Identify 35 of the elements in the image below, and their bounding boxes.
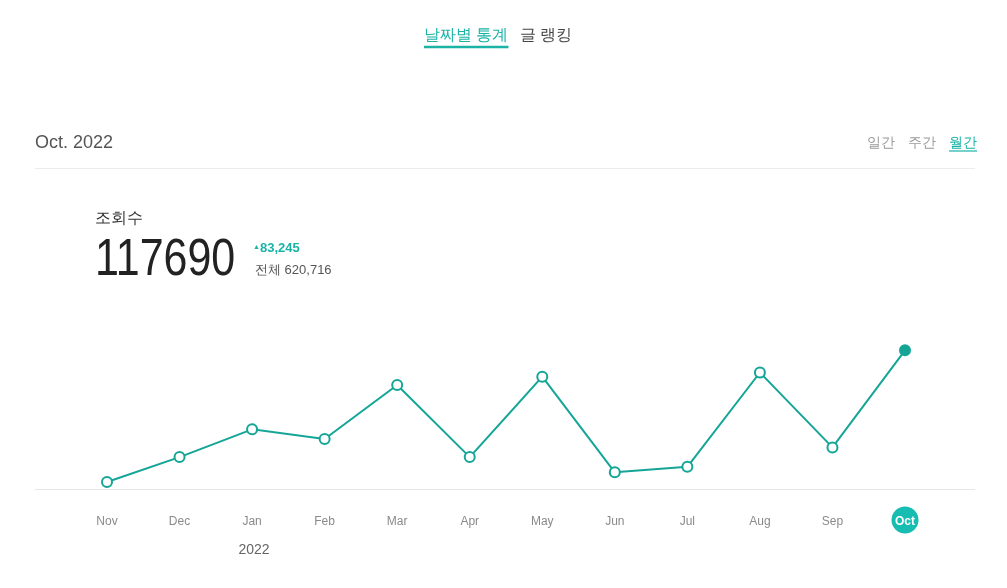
x-tick-label: May (530, 513, 554, 528)
point (753, 366, 766, 379)
point (318, 433, 331, 446)
point (101, 476, 113, 489)
point (391, 378, 404, 391)
x-tick-label: Jul (679, 513, 696, 528)
text: 날짜별 통계 (424, 26, 509, 43)
x-tick-label: Feb (314, 513, 336, 528)
text: 일간 (867, 134, 895, 150)
x-tick-label: Apr (460, 513, 480, 528)
point (463, 451, 476, 464)
point (608, 466, 621, 479)
x-tick-label: Jun (605, 513, 625, 528)
x-tick-label: Sep (821, 513, 844, 528)
point (681, 460, 694, 473)
point (173, 451, 186, 464)
text: 117690 (95, 227, 236, 286)
text: 조회수 (95, 209, 143, 226)
x-tick-label: Dec (168, 513, 191, 528)
text: 월간 (949, 134, 977, 150)
chart-title: Oct. 2022 (35, 132, 114, 152)
x-tick-label: Jan (242, 513, 262, 528)
x-tick-label: Nov (96, 513, 118, 528)
x-tick-label: Aug (749, 513, 771, 528)
text: 2022 (238, 541, 270, 557)
point (246, 423, 259, 436)
text: 글 랭킹 (520, 26, 573, 43)
point (899, 344, 911, 357)
point (536, 370, 549, 383)
text: 전체 620,716 (255, 262, 332, 277)
text: 주간 (908, 134, 936, 150)
text: $^{▲}$83,245 (253, 240, 300, 255)
point (826, 441, 839, 454)
x-tick-label: Oct (894, 513, 916, 528)
x-tick-label: Mar (386, 513, 408, 528)
